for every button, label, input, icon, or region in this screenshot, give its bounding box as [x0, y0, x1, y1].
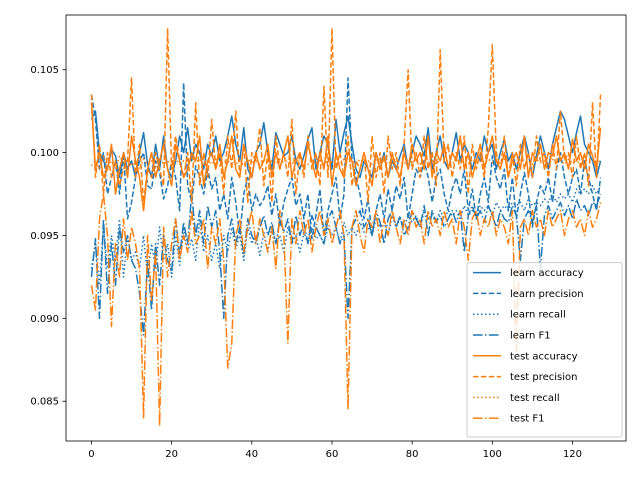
y-tick-label: 0.105 — [30, 65, 59, 76]
plot-lines — [90, 27, 602, 427]
axes-frame — [65, 14, 627, 442]
series-line-3 — [90, 193, 602, 336]
y-tick-label: 0.095 — [30, 231, 59, 242]
legend-label: learn F1 — [510, 331, 551, 342]
x-tick-label: 60 — [326, 449, 339, 460]
x-tick-label: 100 — [483, 449, 502, 460]
series-line-5 — [90, 27, 602, 204]
x-axis: 0 20 40 60 80 100 120 — [88, 441, 582, 460]
y-axis: 0.085 0.090 0.095 0.100 0.105 — [30, 65, 66, 408]
legend-label: learn accuracy — [510, 268, 584, 279]
legend: learn accuracy learn precision learn recal… — [466, 262, 623, 438]
legend-label: test accuracy — [510, 351, 578, 362]
legend-label: learn recall — [510, 310, 566, 321]
legend-box — [466, 262, 623, 438]
y-tick-label: 0.100 — [30, 148, 59, 159]
x-tick-label: 20 — [165, 449, 178, 460]
x-tick-label: 120 — [563, 449, 582, 460]
x-tick-label: 40 — [245, 449, 258, 460]
series-line-4 — [90, 102, 602, 212]
series-line-7 — [90, 193, 602, 427]
legend-label: test precision — [510, 372, 578, 383]
legend-label: test F1 — [510, 414, 545, 425]
legend-label: test recall — [510, 393, 560, 404]
x-tick-label: 80 — [406, 449, 419, 460]
y-tick-label: 0.090 — [30, 314, 59, 325]
x-tick-label: 0 — [88, 449, 94, 460]
legend-label: learn precision — [510, 289, 584, 300]
y-tick-label: 0.085 — [30, 397, 59, 408]
